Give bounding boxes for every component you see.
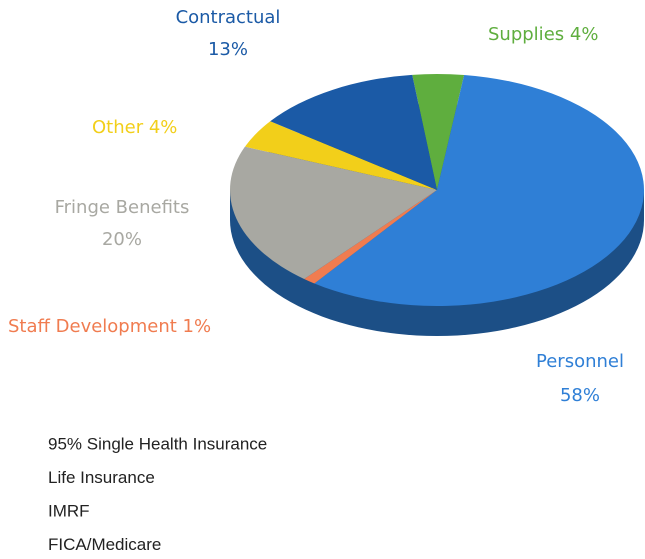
pie-slice [314, 74, 644, 306]
value-label: 4% [570, 24, 599, 45]
category-label: Fringe Benefits [55, 197, 190, 218]
category-label: Contractual [176, 7, 281, 28]
value-label: 13% [208, 39, 248, 60]
slice-label: Other 4% [92, 117, 177, 138]
category-label: Personnel [536, 351, 624, 372]
pie-slice [412, 74, 465, 190]
pie [229, 74, 644, 306]
value-label: 1% [183, 316, 212, 337]
labels: Supplies 4% Personnel 58% Staff Development… [8, 7, 624, 406]
value-label: 4% [149, 117, 178, 138]
note: IMRF [48, 501, 90, 520]
note: 95% Single Health Insurance [48, 434, 267, 453]
category-label: Staff Development [8, 316, 177, 337]
slice-label: Supplies 4% [488, 24, 598, 45]
category-label: Supplies [488, 24, 564, 45]
value-label: 58% [560, 385, 600, 406]
category-label: Other [92, 117, 144, 138]
pie-slice [229, 146, 437, 279]
slice-label: Staff Development 1% [8, 316, 211, 337]
note: FICA/Medicare [48, 535, 161, 554]
value-label: 20% [102, 229, 142, 250]
notes: 95% Single Health Insurance Life Insuranc… [48, 434, 267, 554]
pie-slice [270, 74, 437, 190]
pie-slice [244, 121, 437, 190]
pie-slice [304, 190, 437, 284]
note: Life Insurance [48, 468, 155, 487]
